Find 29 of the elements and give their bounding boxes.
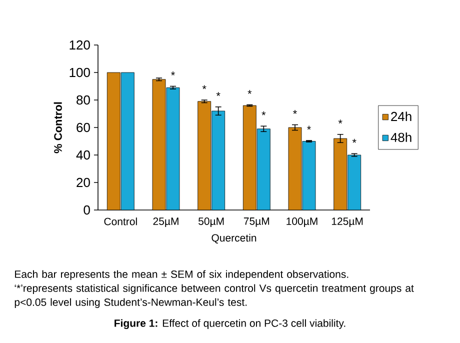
y-tick-label: 20 <box>76 178 90 188</box>
x-tick-label: Control <box>104 218 137 226</box>
text: Each bar represents the mean ± SEM of six independent observations. <box>15 270 348 280</box>
y-tick-label: 60 <box>76 122 90 132</box>
y-axis-title: % Control <box>54 102 62 154</box>
data-label: * <box>262 111 266 116</box>
x-tick-label: 125µM <box>332 218 363 228</box>
text: Figure 1: Effect of quercetin on PC-3 cell viability. <box>114 319 346 330</box>
text: ‘*’represents statistical significance between control Vs quercetin treatment groups at p<0.05 level using Student’s-Newman-Keul’s test. <box>14 284 414 308</box>
data-label: * <box>171 71 175 76</box>
data-label: * <box>307 126 311 130</box>
x-tick-label: 25µM <box>153 218 178 228</box>
y-tick-label: 120 <box>70 40 90 50</box>
data-label: * <box>216 92 220 96</box>
data-label: * <box>202 85 206 90</box>
x-tick-label: 75µM <box>244 218 270 227</box>
y-tick-label: 40 <box>76 150 90 160</box>
x-tick-label: 100µM <box>286 218 318 228</box>
x-tick-label: 50µM <box>198 218 224 228</box>
y-tick-label: 0 <box>84 205 90 215</box>
y-tick-label: 100 <box>70 68 90 78</box>
data-label: * <box>338 120 342 124</box>
y-tick-label: 80 <box>76 95 90 105</box>
data-label: * <box>293 110 297 114</box>
data-label: * <box>248 90 252 94</box>
data-label: * <box>352 138 356 143</box>
legend-label: 48h <box>390 132 412 142</box>
x-axis-title: Quercetin <box>212 234 256 244</box>
legend-label: 24h <box>391 112 412 121</box>
